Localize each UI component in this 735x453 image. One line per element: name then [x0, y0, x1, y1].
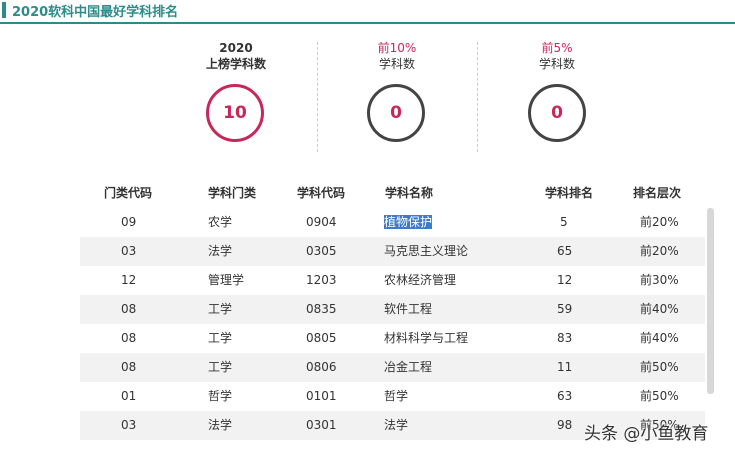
cell-subject-name: 法学	[384, 418, 409, 432]
stat-top10: 前10% 学科数	[317, 40, 477, 72]
cell-category: 哲学	[208, 389, 233, 403]
column-header-category-code[interactable]: 门类代码	[104, 186, 153, 200]
stat-ring-top10: 0	[367, 84, 425, 142]
cell-category: 工学	[208, 331, 233, 345]
cell-subject-name: 材料科学与工程	[384, 331, 469, 345]
section-title-bar: 2020软科中国最好学科排名	[0, 0, 735, 24]
title-accent-bar	[2, 2, 6, 18]
cell-subject-name: 哲学	[384, 389, 409, 403]
stat-top10-sublabel: 学科数	[378, 57, 415, 71]
cell-subject-code: 0101	[306, 389, 337, 403]
cell-rank: 11	[557, 360, 573, 374]
cell-level: 前20%	[640, 244, 679, 258]
stat-top10-label: 前10%	[377, 41, 417, 55]
column-header-level[interactable]: 排名层次	[633, 186, 682, 200]
column-header-subject-name[interactable]: 学科名称	[385, 186, 434, 200]
cell-subject-code: 0806	[306, 360, 337, 374]
stat-listed-subjects: 2020 上榜学科数	[156, 40, 316, 72]
cell-category-code: 01	[121, 389, 137, 403]
column-header-category[interactable]: 学科门类	[208, 186, 257, 200]
cell-level: 前50%	[640, 418, 679, 432]
cell-subject-code: 0805	[306, 331, 337, 345]
stat-ring-listed: 10	[206, 84, 264, 142]
cell-subject-code: 0305	[306, 244, 337, 258]
stat-divider	[477, 42, 478, 152]
cell-category-code: 08	[121, 331, 137, 345]
stat-top5-sublabel: 学科数	[538, 57, 575, 71]
cell-category: 法学	[208, 418, 233, 432]
cell-level: 前20%	[640, 215, 679, 229]
cell-subject-code: 1203	[306, 273, 337, 287]
stat-divider	[317, 42, 318, 152]
cell-rank: 5	[560, 215, 568, 229]
table-scrollbar[interactable]	[707, 208, 714, 394]
cell-subject-name: 马克思主义理论	[384, 244, 469, 258]
cell-category: 法学	[208, 244, 233, 258]
cell-level: 前30%	[640, 273, 679, 287]
cell-level: 前40%	[640, 331, 679, 345]
table-row[interactable]: 03 法学 0301 法学 98 前50%	[80, 411, 705, 440]
cell-level: 前50%	[640, 389, 679, 403]
column-header-subject-code[interactable]: 学科代码	[297, 186, 346, 200]
cell-subject-name: 农林经济管理	[384, 273, 457, 287]
table-row[interactable]: 12 管理学 1203 农林经济管理 12 前30%	[80, 266, 705, 295]
cell-category-code: 12	[121, 273, 137, 287]
stat-top5: 前5% 学科数	[477, 40, 637, 72]
ranking-table-body: 09 农学 0904 植物保护 5 前20% 03 法学 0305 马克思主义理…	[80, 206, 714, 440]
table-row[interactable]: 01 哲学 0101 哲学 63 前50%	[80, 382, 705, 411]
cell-category: 管理学	[208, 273, 245, 287]
cell-rank: 65	[557, 244, 573, 258]
cell-category-code: 08	[121, 360, 137, 374]
cell-subject-code: 0904	[306, 215, 337, 229]
cell-level: 前50%	[640, 360, 679, 374]
cell-category-code: 03	[121, 418, 137, 432]
cell-category-code: 08	[121, 302, 137, 316]
cell-subject-name: 冶金工程	[384, 360, 433, 374]
table-row[interactable]: 08 工学 0805 材料科学与工程 83 前40%	[80, 324, 705, 353]
table-row[interactable]: 03 法学 0305 马克思主义理论 65 前20%	[80, 237, 705, 266]
watermark: 头条 @小鱼教育	[584, 424, 709, 444]
cell-rank: 63	[557, 389, 573, 403]
stat-ring-top5: 0	[528, 84, 586, 142]
page-title: 2020软科中国最好学科排名	[12, 5, 179, 20]
table-row[interactable]: 08 工学 0806 冶金工程 11 前50%	[80, 353, 705, 382]
stat-label: 上榜学科数	[205, 57, 266, 71]
stat-year: 2020	[219, 41, 253, 55]
cell-category: 农学	[208, 215, 233, 229]
table-row[interactable]: 09 农学 0904 植物保护 5 前20%	[80, 208, 705, 237]
cell-category: 工学	[208, 360, 233, 374]
cell-rank: 83	[557, 331, 573, 345]
cell-subject-code: 0835	[306, 302, 337, 316]
cell-subject-name: 软件工程	[384, 302, 433, 316]
cell-level: 前40%	[640, 302, 679, 316]
cell-category-code: 03	[121, 244, 137, 258]
table-row[interactable]: 08 工学 0835 软件工程 59 前40%	[80, 295, 705, 324]
cell-rank: 98	[557, 418, 573, 432]
cell-category-code: 09	[121, 215, 137, 229]
cell-rank: 12	[557, 273, 573, 287]
cell-subject-name-selected[interactable]: 植物保护	[384, 215, 433, 229]
stat-top5-label: 前5%	[541, 41, 573, 55]
cell-rank: 59	[557, 302, 573, 316]
cell-category: 工学	[208, 302, 233, 316]
column-header-rank[interactable]: 学科排名	[545, 186, 594, 200]
cell-subject-code: 0301	[306, 418, 337, 432]
